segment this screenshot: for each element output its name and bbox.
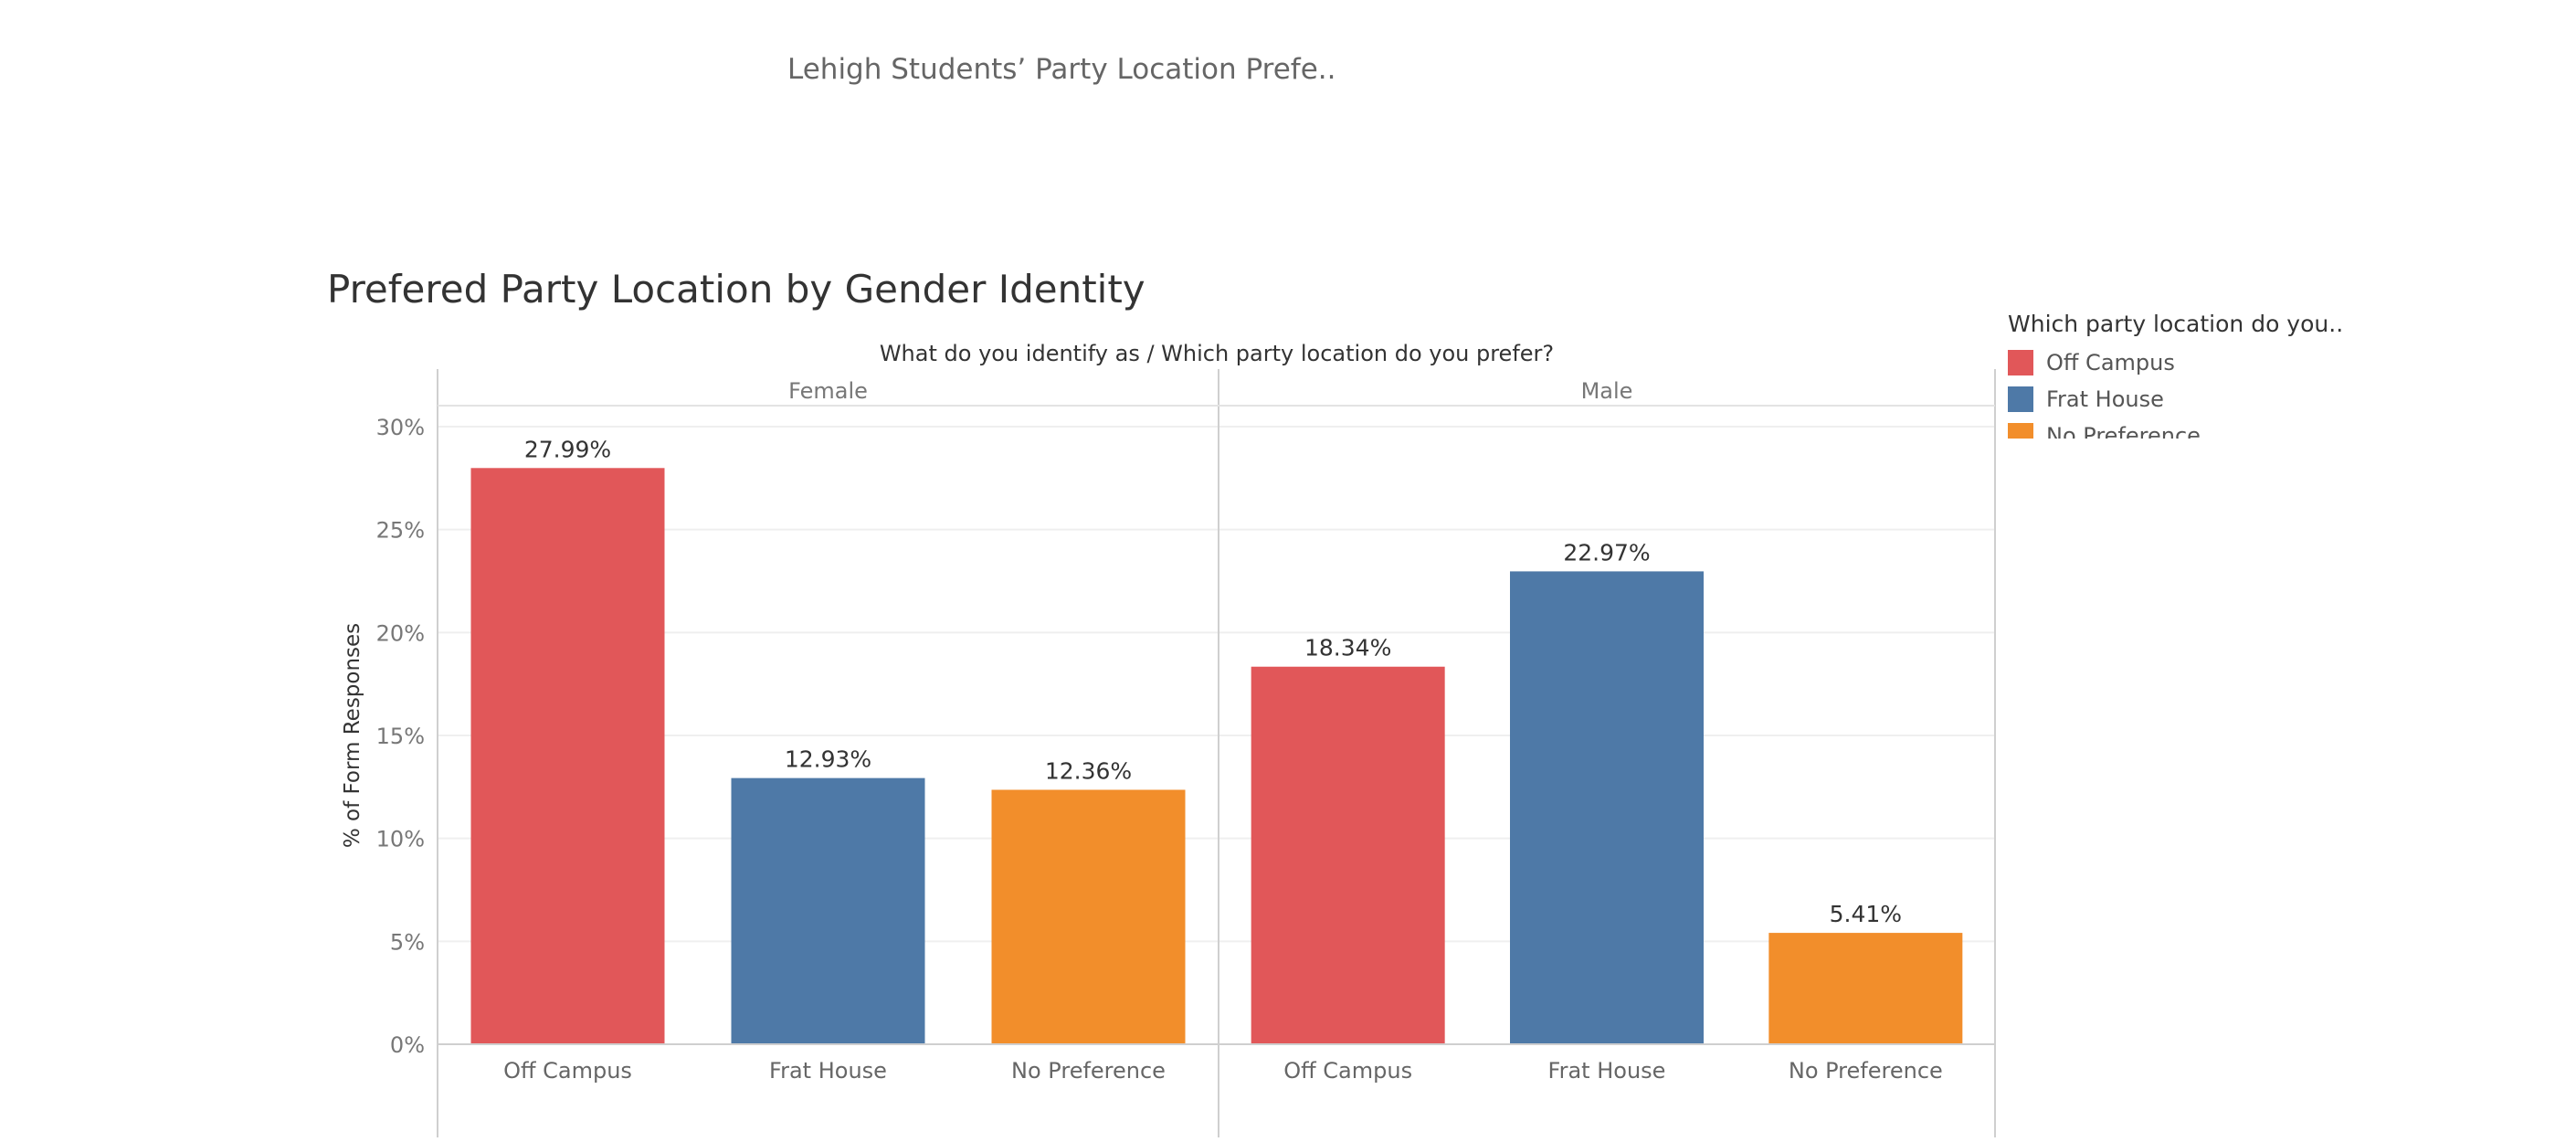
x-tick-label: Off Campus <box>1283 1058 1412 1084</box>
bar-male-frat-house <box>1510 571 1704 1044</box>
chart-header: What do you identify as / Which party lo… <box>880 341 1554 366</box>
panel-header-male: Male <box>1581 378 1633 404</box>
y-tick-label: 20% <box>376 620 425 646</box>
legend-title: Which party location do you.. <box>2008 311 2344 337</box>
y-axis-label: % of Form Responses <box>341 623 364 848</box>
y-tick-label: 15% <box>376 724 425 749</box>
legend-swatch-off-campus <box>2008 350 2033 375</box>
bar-male-no-preference <box>1768 933 1963 1044</box>
legend: Which party location do you.. Off Campus… <box>2008 311 2437 439</box>
data-label: 27.99% <box>524 436 611 462</box>
data-label: 12.36% <box>1045 757 1132 784</box>
x-tick-label: No Preference <box>1789 1058 1943 1084</box>
data-label: 12.93% <box>785 746 871 773</box>
y-tick-label: 0% <box>390 1032 425 1058</box>
bar-male-off-campus <box>1251 666 1445 1044</box>
x-tick-label: Frat House <box>769 1058 887 1084</box>
bar-female-no-preference <box>991 789 1186 1044</box>
x-tick-label: Off Campus <box>503 1058 632 1084</box>
legend-item-frat-house[interactable]: Frat House <box>2008 381 2437 418</box>
y-tick-label: 5% <box>390 929 425 955</box>
bar-female-frat-house <box>731 777 925 1044</box>
panel-header-female: Female <box>788 378 868 404</box>
legend-label: Frat House <box>2046 386 2164 412</box>
legend-label: No Preference <box>2046 423 2201 439</box>
legend-swatch-no-preference <box>2008 423 2033 439</box>
y-tick-label: 10% <box>376 827 425 852</box>
bar-female-off-campus <box>470 468 665 1044</box>
legend-label: Off Campus <box>2046 350 2175 375</box>
y-tick-label: 25% <box>376 518 425 544</box>
data-label: 5.41% <box>1830 901 1902 927</box>
legend-item-off-campus[interactable]: Off Campus <box>2008 344 2437 381</box>
dashboard-title: Lehigh Students’ Party Location Prefe.. <box>787 53 1336 86</box>
data-label: 22.97% <box>1563 539 1650 566</box>
x-tick-label: Frat House <box>1548 1058 1666 1084</box>
legend-swatch-frat-house <box>2008 386 2033 412</box>
y-tick-label: 30% <box>376 415 425 440</box>
x-tick-label: No Preference <box>1011 1058 1166 1084</box>
chart-title: Prefered Party Location by Gender Identi… <box>327 267 1145 312</box>
legend-item-no-preference[interactable]: No Preference <box>2008 418 2437 439</box>
data-label: 18.34% <box>1304 635 1391 661</box>
